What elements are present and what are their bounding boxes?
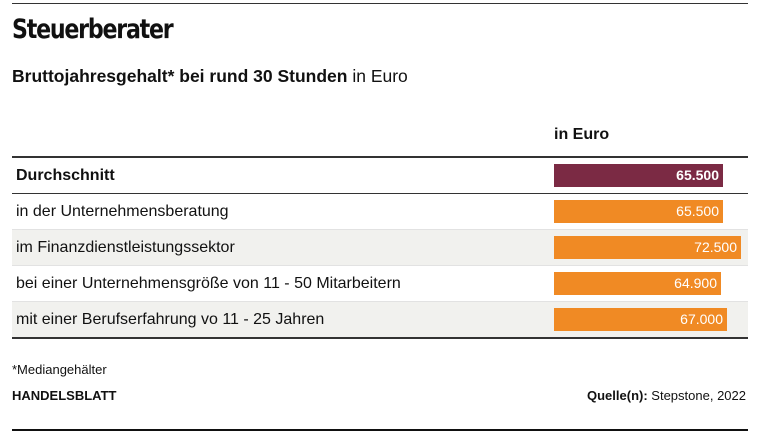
bar: 65.500 xyxy=(554,200,723,223)
bar-value-label: 65.500 xyxy=(676,203,719,219)
bar-value-label: 67.000 xyxy=(680,311,723,327)
footnote: *Mediangehälter xyxy=(12,362,107,377)
row-label: im Finanzdienstleistungssektor xyxy=(16,239,235,256)
row-label: bei einer Unternehmensgröße von 11 - 50 … xyxy=(16,275,401,292)
chart-subtitle: Bruttojahresgehalt* bei rund 30 Stunden … xyxy=(12,66,408,87)
table-row: mit einer Berufserfahrung vo 11 - 25 Jah… xyxy=(12,302,748,337)
source-credit: Quelle(n): Stepstone, 2022 xyxy=(587,388,746,403)
table-row: in der Unternehmensberatung 65.500 xyxy=(12,194,748,230)
subtitle-bold: Bruttojahresgehalt* bei rund 30 Stunden xyxy=(12,66,348,86)
bar-value-label: 65.500 xyxy=(676,167,719,183)
bar-value-label: 64.900 xyxy=(674,275,717,291)
source-value: Stepstone, 2022 xyxy=(651,388,746,403)
row-label: mit einer Berufserfahrung vo 11 - 25 Jah… xyxy=(16,311,325,328)
bar-value-label: 72.500 xyxy=(694,239,737,255)
table-bottom-rule xyxy=(12,337,748,339)
brand-name: HANDELSBLATT xyxy=(12,388,117,403)
table-row: bei einer Unternehmensgröße von 11 - 50 … xyxy=(12,266,748,302)
chart-title: Steuerberater xyxy=(12,14,174,45)
subtitle-unit: in Euro xyxy=(352,66,408,86)
row-label: Durchschnitt xyxy=(16,167,115,184)
row-label: in der Unternehmensberatung xyxy=(16,203,229,220)
table-rows: Durchschnitt 65.500 in der Unternehmensber… xyxy=(12,158,748,337)
table-header-rule xyxy=(12,156,748,158)
column-header: in Euro xyxy=(554,126,610,143)
bar: 67.000 xyxy=(554,308,727,331)
bar: 64.900 xyxy=(554,272,721,295)
bar-table: Durchschnitt 65.500 in der Unternehmensber… xyxy=(12,156,748,339)
bottom-rule xyxy=(12,429,748,431)
table-row: im Finanzdienstleistungssektor 72.500 xyxy=(12,230,748,266)
bar: 72.500 xyxy=(554,236,741,259)
bar-highlight: 65.500 xyxy=(554,164,723,187)
source-label: Quelle(n): xyxy=(587,388,648,403)
top-rule xyxy=(12,3,748,4)
table-row: Durchschnitt 65.500 xyxy=(12,158,748,194)
